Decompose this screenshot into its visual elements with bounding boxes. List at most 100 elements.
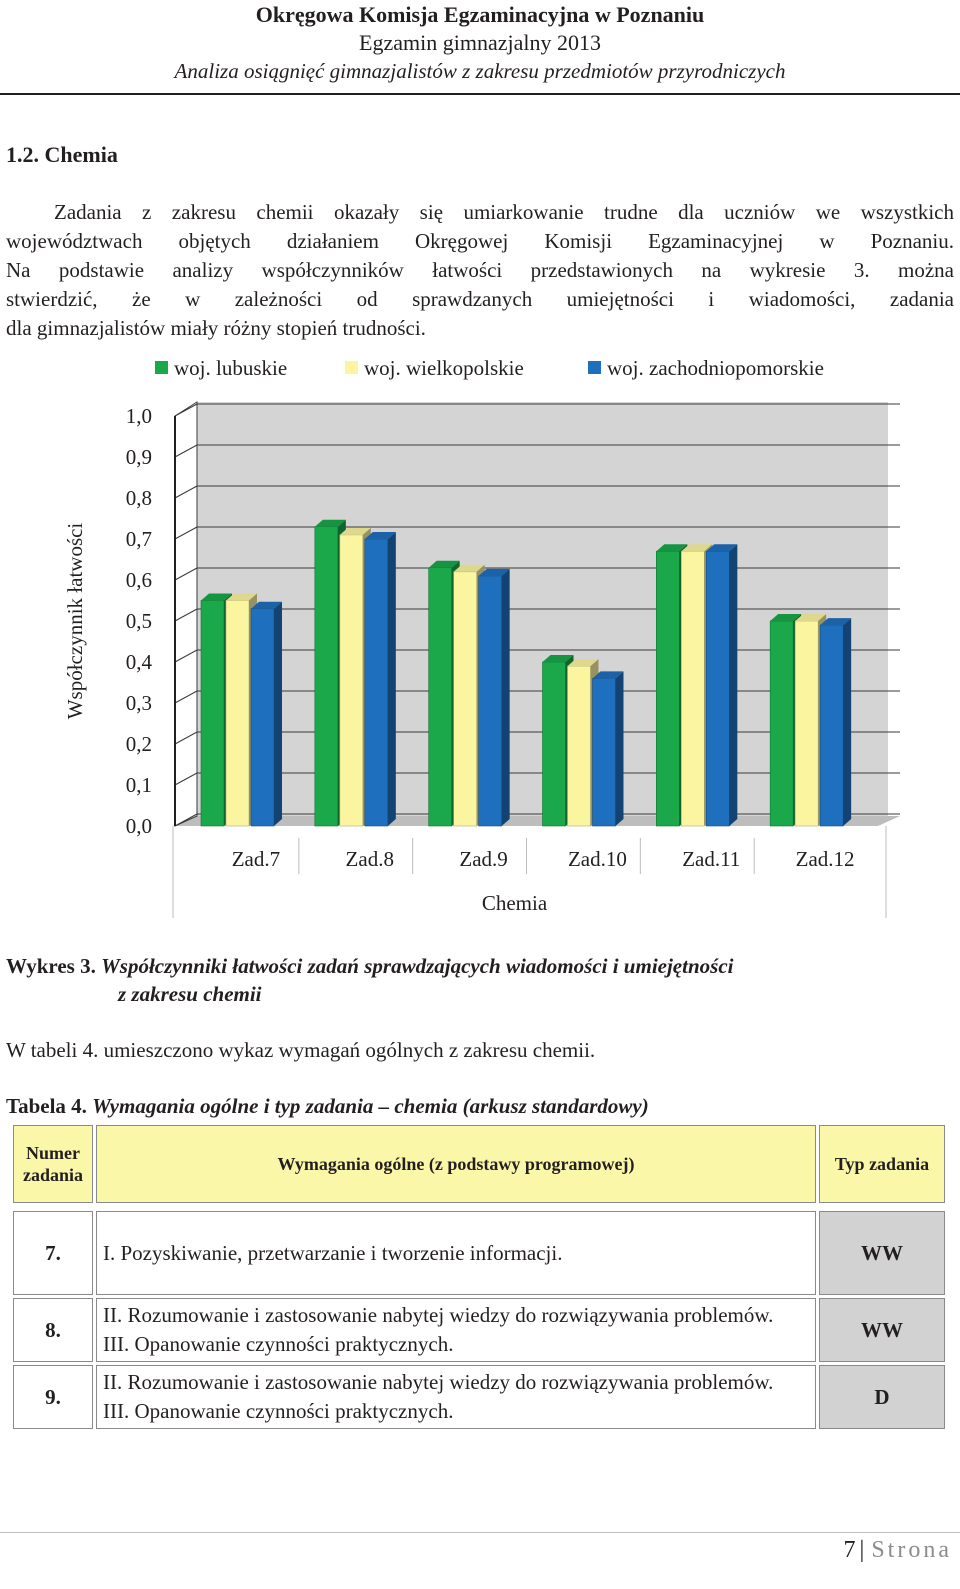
gridline-diag — [174, 731, 198, 745]
bar-side — [274, 601, 282, 826]
requirements-table: Numer zadania Wymagania ogólne (z podsta… — [10, 1122, 948, 1432]
x-axis-label: Chemia — [482, 891, 548, 915]
gridline-diag — [174, 649, 198, 663]
y-tick-label: 0,5 — [126, 609, 152, 633]
y-tick-label: 0,1 — [126, 773, 152, 797]
y-tick-label: 0,9 — [126, 445, 152, 469]
y-tick-label: 0,0 — [126, 814, 152, 838]
requirement-line: II. Rozumowanie i zastosowanie nabytej w… — [103, 1303, 774, 1327]
bar-top — [201, 593, 232, 601]
requirement-line: II. Rozumowanie i zastosowanie nabytej w… — [103, 1370, 774, 1394]
bar-top — [820, 618, 852, 626]
intro-line-5: dla gimnazjalistów miały różny stopień t… — [6, 316, 426, 340]
table-intro: W tabeli 4. umieszczono wykaz wymagań og… — [6, 1038, 596, 1062]
y-tick-label: 0,2 — [126, 732, 152, 756]
table-row: 7. I. Pozyskiwanie, przetwarzanie i twor… — [13, 1211, 945, 1295]
bar-Zad.8-2 — [339, 534, 364, 827]
page-number: 7 — [843, 1537, 856, 1563]
bar-Zad.7-1 — [200, 600, 225, 827]
bar-top — [453, 564, 485, 572]
gridline-diag — [174, 444, 198, 458]
legend-label: woj. wielkopolskie — [364, 356, 524, 380]
x-tick-label: Zad.7 — [232, 847, 280, 871]
y-tick-label: 0,4 — [126, 650, 153, 674]
bar-Zad.9-3 — [478, 575, 502, 827]
row-requirements: II. Rozumowanie i zastosowanie nabytej w… — [96, 1298, 816, 1362]
bar-Zad.12-3 — [819, 624, 844, 827]
header-type: Typ zadania — [819, 1125, 945, 1203]
bar-Zad.11-3 — [706, 551, 730, 827]
legend-swatch — [588, 361, 601, 374]
section-title: 1.2. Chemia — [6, 142, 118, 167]
legend-label: woj. zachodniopomorskie — [607, 356, 824, 380]
row-number: 8. — [13, 1298, 93, 1362]
bar-top — [364, 532, 396, 539]
chart-caption: Wykres 3. Współczynniki łatwości zadań s… — [6, 954, 954, 979]
bar-top — [428, 560, 460, 568]
table-row: 8. II. Rozumowanie i zastosowanie nabyte… — [13, 1298, 945, 1362]
bar-top — [706, 544, 738, 552]
gridline-diag — [174, 690, 198, 704]
bar-Zad.7-3 — [250, 608, 275, 827]
requirement-line: I. Pozyskiwanie, przetwarzanie i tworzen… — [103, 1240, 563, 1265]
y-tick-label: 1,0 — [126, 404, 152, 428]
bar-Zad.10-2 — [567, 665, 591, 827]
header-report-title: Analiza osiągnięć gimnazjalistów z zakre… — [174, 59, 786, 83]
table-caption-text: Wymagania ogólne i typ zadania – chemia … — [92, 1094, 649, 1118]
x-tick-label: Zad.12 — [796, 847, 855, 871]
bar-Zad.11-1 — [656, 551, 680, 827]
intro-line-3: Na podstawie analizy współczynników łatw… — [6, 258, 954, 282]
bar-Zad.12-1 — [769, 620, 794, 827]
header-requirements: Wymagania ogólne (z podstawy programowej… — [96, 1125, 816, 1203]
bar-Zad.10-3 — [592, 678, 616, 827]
table-caption-label: Tabela 4. — [6, 1094, 87, 1118]
legend-swatch — [345, 361, 358, 374]
bar-Zad.11-2 — [681, 551, 705, 827]
bar-side — [729, 544, 738, 826]
y-tick-label: 0,6 — [126, 568, 152, 592]
chart-caption-label: Wykres 3. — [6, 954, 96, 978]
row-type: WW — [819, 1211, 945, 1295]
y-tick-label: 0,8 — [126, 486, 152, 510]
y-axis-label: Współczynnik łatwości — [63, 523, 87, 720]
gridline-diag — [174, 772, 198, 786]
x-tick-label: Zad.9 — [459, 847, 507, 871]
requirement-line: III. Opanowanie czynności praktycznych. — [103, 1332, 454, 1356]
bar-top — [656, 544, 688, 552]
legend-label: woj. lubuskie — [174, 356, 288, 380]
bar-side — [387, 532, 396, 826]
bar-top — [542, 655, 574, 662]
bar-top — [339, 527, 371, 535]
row-type: D — [819, 1365, 945, 1429]
row-type: WW — [819, 1298, 945, 1362]
y-tick-label: 0,7 — [126, 527, 152, 551]
gridline-diag — [174, 608, 198, 622]
intro-line-2: województwach objętych działaniem Okręgo… — [6, 229, 954, 253]
bar-Zad.10-1 — [542, 661, 566, 827]
footer-separator: | — [859, 1537, 868, 1563]
footer-word: Strona — [871, 1537, 952, 1563]
legend-swatch — [155, 361, 168, 374]
legend-item-wielkopolskie: woj. wielkopolskie — [345, 356, 524, 381]
x-tick-label: Zad.8 — [346, 847, 394, 871]
header-number: Numer zadania — [13, 1125, 93, 1203]
bar-Zad.12-2 — [794, 620, 819, 827]
intro-line-4: stwierdzić, że w zależności od sprawdzan… — [6, 287, 954, 311]
gridline-diag — [174, 403, 198, 417]
row-number: 7. — [13, 1211, 93, 1295]
legend-item-lubuskie: woj. lubuskie — [155, 356, 287, 381]
bar-top — [314, 519, 346, 527]
bar-top — [770, 614, 802, 621]
bar-side — [615, 671, 624, 826]
row-requirements: II. Rozumowanie i zastosowanie nabytej w… — [96, 1365, 816, 1429]
footer-rule — [0, 1532, 960, 1533]
bar-top — [681, 544, 713, 552]
bar-top — [795, 614, 827, 621]
chart-caption-text: Współczynniki łatwości zadań sprawdzając… — [101, 954, 734, 978]
bar-side — [843, 618, 852, 826]
bar-side — [501, 568, 510, 826]
bar-top — [251, 601, 282, 609]
x-tick-label: Zad.10 — [568, 847, 627, 871]
gridline-diag — [174, 485, 198, 499]
gridline-diag — [174, 526, 198, 540]
